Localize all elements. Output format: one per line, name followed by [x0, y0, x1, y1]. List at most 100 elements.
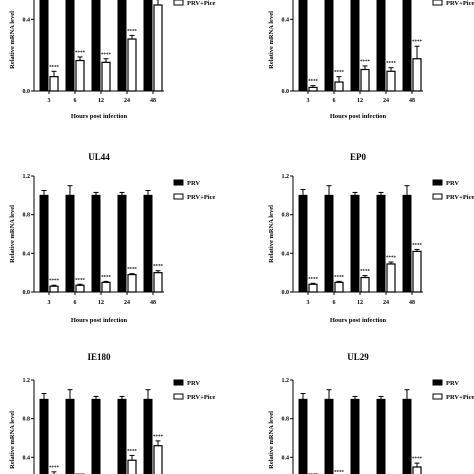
x-tick-label: 12 [98, 98, 104, 104]
bar-prv-pice [153, 272, 163, 293]
bar-prv [65, 194, 75, 293]
significance-label: **** [101, 275, 112, 280]
bar-prv [298, 398, 308, 474]
bar-prv [65, 398, 75, 474]
bar-prv [402, 398, 412, 474]
bar-prv [324, 398, 334, 474]
legend-swatch-prv-pice [432, 393, 443, 400]
significance-label: **** [75, 278, 86, 283]
y-axis-label: Relative mRNA level [9, 205, 16, 263]
x-tick-label: 6 [74, 98, 77, 104]
x-axis-label: Hours post infection [330, 113, 387, 120]
y-axis-label: Relative mRNA level [9, 11, 16, 69]
legend-label-prv-pice: PRV+Pice [446, 394, 474, 401]
legend-swatch-prv [173, 379, 184, 386]
bar-prv [298, 194, 308, 293]
x-tick-label: 48 [150, 98, 156, 104]
x-tick-label: 48 [409, 98, 415, 104]
bar-prv [39, 0, 49, 92]
bar-prv [298, 0, 308, 92]
chart-panel-5: IE180 0.4 0.8 1.2 Relative mRNA level **** ***… [9, 352, 215, 474]
bar-prv-pice [153, 4, 163, 92]
bar-prv-pice [360, 68, 370, 92]
legend-label-prv: PRV [446, 180, 459, 187]
significance-label: **** [412, 40, 423, 45]
bar-prv [376, 194, 386, 293]
legend-swatch-prv-pice [432, 0, 443, 6]
chart-panel-1: 0.0 0.4 Relative mRNA level **** 3 **** 6 **** 1… [9, 0, 215, 120]
x-tick-label: 24 [383, 300, 389, 306]
bar-prv-pice [127, 459, 137, 474]
x-tick-label: 12 [357, 300, 363, 306]
bar-prv [117, 194, 127, 293]
legend-label-prv-pice: PRV+Pice [187, 194, 215, 201]
y-tick-label: 0.4 [23, 17, 31, 23]
y-tick-label: 0.8 [282, 213, 290, 219]
y-tick-label: 0.0 [282, 290, 290, 296]
bar-prv [91, 0, 101, 92]
significance-label: **** [412, 243, 423, 248]
bar-prv-pice [386, 70, 396, 92]
x-axis-label: Hours post infection [71, 317, 128, 324]
legend-swatch-prv-pice [432, 193, 443, 200]
bar-prv-pice [153, 445, 163, 474]
x-tick-label: 12 [357, 98, 363, 104]
significance-label: **** [49, 466, 60, 471]
y-tick-label: 0.8 [23, 213, 31, 219]
x-axis-label: Hours post infection [330, 317, 387, 324]
legend-label-prv: PRV [446, 380, 459, 387]
bar-prv [350, 0, 360, 92]
bar-prv [143, 0, 153, 92]
x-tick-label: 3 [307, 300, 310, 306]
bar-prv-pice [334, 281, 344, 293]
significance-label: **** [153, 265, 164, 270]
legend-label-prv-pice: PRV+Pice [446, 194, 474, 201]
x-tick-label: 48 [409, 300, 415, 306]
bar-prv-pice [308, 86, 318, 92]
bar-prv [143, 194, 153, 293]
y-tick-label: 1.2 [23, 174, 31, 180]
x-tick-label: 3 [48, 98, 51, 104]
x-tick-label: 24 [383, 98, 389, 104]
legend-label-prv: PRV [187, 180, 200, 187]
bar-prv-pice [127, 274, 137, 293]
significance-label: **** [360, 270, 371, 275]
significance-label: **** [334, 71, 345, 76]
x-tick-label: 3 [48, 300, 51, 306]
y-tick-label: 0.4 [23, 251, 31, 257]
y-axis-label: Relative mRNA level [268, 11, 275, 69]
y-axis-label: Relative mRNA level [9, 411, 16, 469]
panel-title: UL44 [88, 152, 110, 162]
significance-label: **** [101, 53, 112, 58]
significance-label: **** [153, 435, 164, 440]
bar-prv [91, 398, 101, 474]
bar-prv-pice [334, 81, 344, 92]
y-tick-label: 0.8 [282, 417, 290, 423]
y-tick-label: 0.0 [282, 89, 290, 95]
x-tick-label: 24 [124, 300, 130, 306]
y-tick-label: 0.0 [23, 89, 31, 95]
legend-swatch-prv [432, 379, 443, 386]
bar-prv-pice [412, 466, 422, 474]
bar-prv [376, 0, 386, 92]
significance-label: **** [49, 65, 60, 70]
significance-label: **** [49, 279, 60, 284]
y-tick-label: 0.4 [282, 251, 290, 257]
y-tick-label: 0.4 [282, 17, 290, 23]
y-axis-label: Relative mRNA level [268, 205, 275, 263]
significance-label: **** [386, 62, 397, 67]
legend-label-prv-pice: PRV+Pice [187, 394, 215, 401]
significance-label: **** [334, 471, 345, 474]
x-tick-label: 24 [124, 98, 130, 104]
bar-prv [117, 0, 127, 92]
bar-prv [117, 398, 127, 474]
significance-label: **** [412, 457, 423, 462]
chart-panel-4: EP0 0.0 0.4 0.8 1.2 Relative mRNA level **** 3 *… [268, 152, 474, 324]
bar-prv [350, 398, 360, 474]
bar-prv-pice [75, 284, 85, 293]
significance-label: **** [360, 60, 371, 65]
panel-title: IE180 [87, 352, 111, 362]
x-tick-label: 6 [333, 98, 336, 104]
bar-prv-pice [360, 276, 370, 293]
legend-label-prv: PRV [187, 380, 200, 387]
